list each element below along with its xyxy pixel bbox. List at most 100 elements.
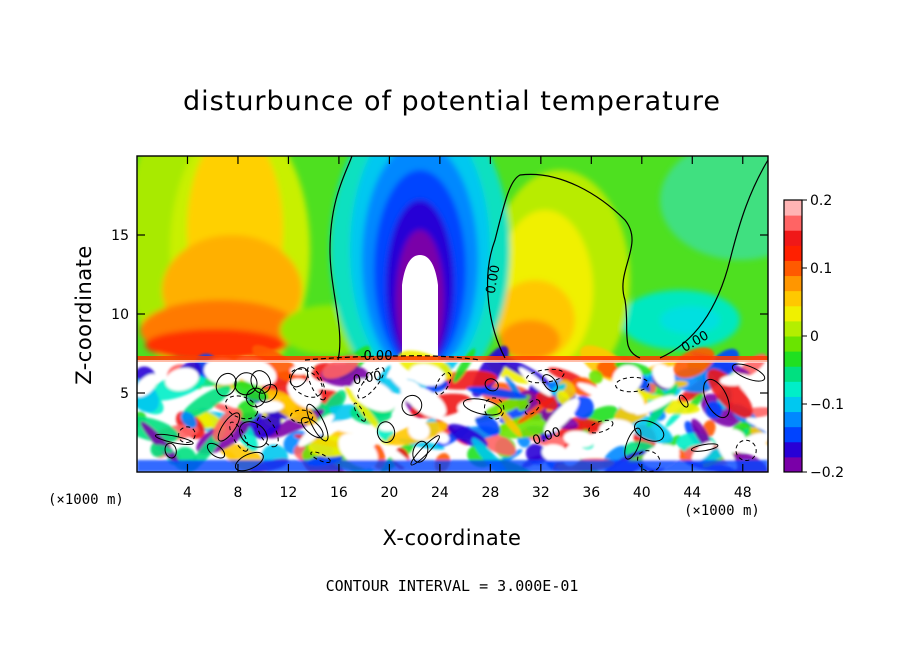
contour-loop — [225, 395, 259, 420]
colorbar-swatch — [784, 215, 802, 231]
colorbar-swatch — [784, 411, 802, 428]
contour-loop — [306, 403, 329, 442]
turbulence-patch — [612, 364, 643, 393]
turbulence-patch — [253, 414, 282, 439]
contour-loop — [526, 368, 565, 384]
colorbar-swatch — [784, 230, 802, 246]
colorbar-swatch — [784, 351, 802, 367]
turbulence-patch — [721, 429, 746, 453]
turbulence-patch — [598, 419, 636, 441]
colorbar-swatch — [784, 456, 802, 473]
contour-loop — [300, 416, 324, 439]
contour-loop — [483, 397, 505, 420]
contour-label: 0.00 — [484, 264, 504, 295]
colorbar: 0.2 0.1 0 −0.1 −0.2 — [783, 193, 844, 481]
contour-loop — [690, 443, 719, 452]
turbulence-patch — [378, 420, 405, 432]
chart-title: disturbunce of potential temperature — [183, 86, 721, 117]
contour-loop — [735, 439, 757, 462]
colorbar-tick-label: 0.1 — [810, 261, 832, 277]
turbulence-patch — [706, 369, 753, 419]
contour-loop — [484, 378, 499, 392]
bottom-band — [137, 460, 768, 472]
contour-loop — [178, 426, 196, 444]
contour-loop — [542, 374, 558, 392]
colorbar-tick-label: −0.1 — [810, 397, 844, 413]
contour-loop — [256, 415, 279, 448]
x-tick-label: 44 — [683, 485, 701, 501]
turbulence-patch — [409, 364, 446, 386]
contour-loop — [401, 394, 423, 416]
colorbar-swatch — [784, 441, 802, 458]
x-tick-label: 32 — [532, 485, 550, 501]
colorbar-swatch — [784, 260, 802, 277]
turbulence-patch — [634, 395, 675, 415]
turbulence-patch — [691, 418, 711, 449]
contour-loop — [154, 433, 194, 445]
turbulence-patch — [264, 389, 318, 426]
colorbar-tick-label: −0.2 — [810, 465, 844, 481]
colorbar-swatch — [784, 320, 802, 337]
contour-loop — [290, 367, 309, 388]
colorbar-swatch — [784, 305, 802, 322]
turbulence-patch — [298, 414, 334, 447]
contour-loop — [634, 420, 665, 442]
y-axis-label: Z-coordinate — [72, 245, 96, 385]
turbulence-patch — [154, 444, 174, 454]
contour-loop — [624, 427, 642, 460]
turbulence-patch — [652, 364, 675, 389]
turbulence-patch — [589, 370, 603, 384]
y-tick-label: 10 — [111, 307, 129, 323]
colorbar-swatch — [784, 396, 802, 413]
x-tick-label: 24 — [431, 485, 449, 501]
turbulence-patch — [475, 413, 501, 436]
colorbar-swatch — [784, 366, 802, 382]
turbulence-patch — [541, 444, 568, 463]
turbulence-patch — [498, 408, 522, 438]
turbulence-patch — [550, 383, 567, 395]
x-tick-label: 4 — [183, 485, 192, 501]
colorbar-swatch — [784, 426, 802, 443]
contour-loop — [217, 412, 241, 442]
contour-loop — [288, 368, 323, 398]
contour-loop — [250, 370, 271, 394]
turbulence-patch — [408, 420, 430, 441]
x-axis-label: X-coordinate — [382, 526, 522, 550]
contour-label: 0.00 — [364, 349, 393, 364]
heatmap-field — [137, 156, 768, 472]
contour-interval-note: CONTOUR INTERVAL = 3.000E-01 — [325, 577, 579, 595]
contour-loop — [245, 387, 266, 408]
contour-loop — [678, 394, 689, 408]
turbulence-patch — [254, 400, 284, 413]
contour-loop — [306, 366, 327, 401]
turbulence-patch — [556, 390, 571, 406]
turbulence-patch — [543, 398, 579, 435]
contour-loop — [731, 363, 766, 382]
contour-loop — [164, 442, 177, 459]
turbulence-patch — [351, 378, 396, 412]
x-tick-label: 16 — [330, 485, 348, 501]
turbulence-patch — [738, 379, 768, 406]
contour-loop — [435, 372, 452, 396]
turbulence-patch — [518, 367, 552, 397]
turbulence-patch — [212, 408, 242, 442]
turbulence-patch — [236, 399, 259, 422]
contour-loop — [588, 419, 614, 434]
turbulence-patch — [466, 386, 528, 399]
x-tick-label: 12 — [280, 485, 298, 501]
colorbar-swatch — [784, 290, 802, 307]
turbulence-patch — [252, 344, 305, 385]
turbulence-patch — [331, 421, 358, 434]
contour-loop — [206, 442, 226, 459]
turbulence-patch — [436, 432, 450, 444]
contour-loop — [229, 421, 249, 452]
y-tick-label: 5 — [120, 386, 129, 402]
colorbar-swatch — [784, 275, 802, 292]
contour-loop — [637, 450, 661, 472]
x-tick-label: 20 — [380, 485, 398, 501]
colorbar-swatch — [784, 245, 802, 261]
contour-loop — [615, 376, 650, 393]
contour-loop — [258, 383, 278, 403]
colorbar-tick-label: 0.2 — [810, 193, 832, 209]
turbulence-patch — [705, 401, 723, 419]
